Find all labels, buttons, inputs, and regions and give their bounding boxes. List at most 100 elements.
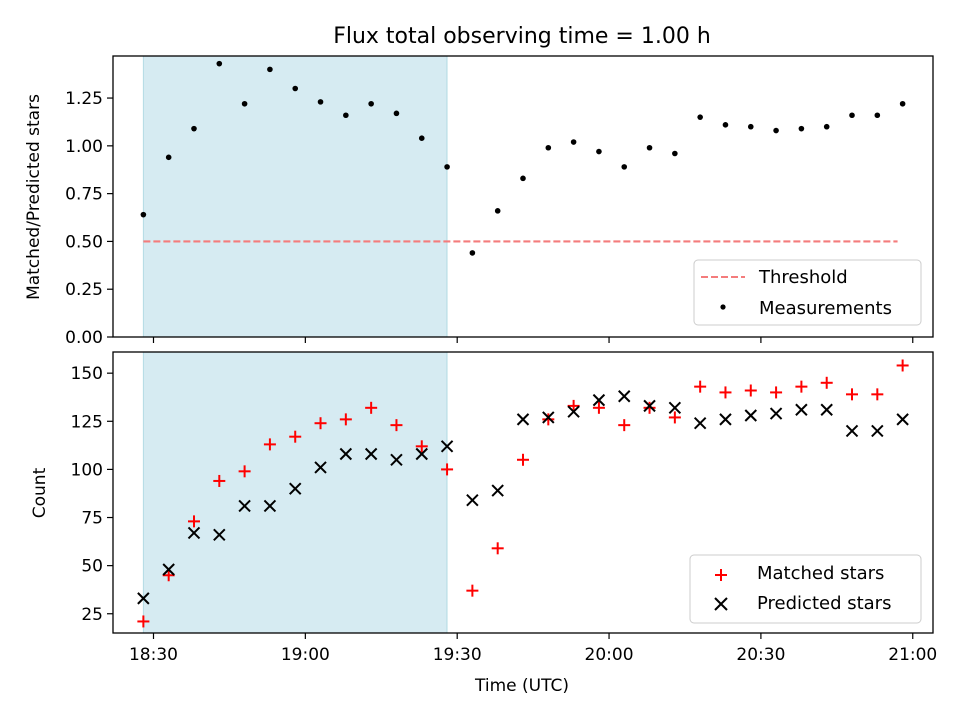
matched-star-point: [187, 515, 200, 528]
matched-star-point: [339, 413, 352, 426]
matched-star-point: [491, 542, 504, 555]
predicted-star-point: [845, 424, 859, 438]
y-tick-label: 0.50: [65, 232, 103, 252]
measurement-point: [216, 60, 223, 67]
bottom-y-axis-label: Count: [30, 467, 50, 518]
y-tick-label: 0.75: [65, 185, 103, 205]
matched-star-point: [517, 453, 529, 466]
legend-measurements-swatch: [720, 304, 726, 310]
predicted-star-point: [795, 403, 808, 416]
shaded-interval: [142, 351, 448, 634]
predicted-star-point: [491, 484, 504, 497]
predicted-star-point: [693, 417, 707, 430]
y-tick-label: 150: [71, 364, 103, 384]
x-tick-label: 20:00: [585, 645, 634, 665]
measurement-point: [317, 99, 324, 105]
matched-star-point: [365, 401, 378, 414]
legend-matched-swatch: [715, 569, 727, 581]
measurement-point: [722, 122, 729, 128]
measurement-point: [621, 164, 628, 170]
predicted-star-point: [466, 493, 479, 507]
top-panel: 0.00 0.25 0.50 0.75 1.00 1.25: [65, 55, 934, 348]
measurement-point: [849, 112, 855, 119]
predicted-star-point: [719, 413, 732, 426]
measurement-point: [444, 164, 450, 170]
predicted-star-point: [314, 461, 327, 474]
y-tick-label: 0.25: [65, 280, 103, 300]
y-tick-label: 75: [81, 509, 103, 529]
measurement-point: [545, 144, 552, 151]
measurement-point: [697, 114, 703, 120]
x-axis-label: Time (UTC): [474, 676, 569, 696]
predicted-star-point: [567, 405, 580, 418]
predicted-star-point: [339, 447, 353, 461]
measurement-point: [899, 100, 906, 107]
legend-threshold-label: Threshold: [758, 267, 848, 288]
matched-star-point: [770, 386, 783, 399]
measurement-point: [292, 85, 299, 92]
bottom-legend: Matched stars Predicted stars: [689, 554, 922, 624]
matched-star-point: [719, 386, 732, 399]
predicted-star-point: [390, 453, 403, 466]
predicted-star-point: [871, 424, 884, 438]
matched-star-point: [592, 401, 605, 414]
plot-frame: [112, 55, 934, 338]
matched-star-point: [213, 474, 226, 487]
x-tick-label: 21:00: [888, 645, 937, 665]
matched-star-point: [263, 438, 276, 451]
matched-star-point: [466, 584, 479, 597]
x-tick-label: 20:30: [736, 645, 785, 665]
measurement-point: [191, 125, 197, 132]
predicted-star-point: [162, 563, 175, 576]
predicted-star-point: [744, 409, 757, 422]
measurement-point: [241, 100, 248, 107]
measurement-point: [773, 127, 779, 134]
legend-matched-label: Matched stars: [757, 563, 884, 584]
top-y-axis-label: Matched/Predicted stars: [24, 94, 44, 300]
matched-star-point: [162, 569, 175, 582]
shaded-interval: [142, 55, 448, 338]
x-tick-label: 19:30: [433, 645, 482, 665]
predicted-star-point: [238, 499, 251, 513]
matched-star-point: [820, 376, 833, 389]
predicted-star-point: [668, 401, 682, 415]
predicted-star-point: [769, 407, 783, 420]
measurement-point: [823, 123, 830, 130]
measurement-point: [747, 123, 754, 130]
predicted-star-point: [516, 413, 530, 426]
measurement-point: [393, 110, 400, 117]
y-tick-label: 1.00: [65, 137, 103, 157]
predicted-star-point: [820, 403, 833, 416]
matched-star-point: [415, 440, 428, 453]
predicted-star-point: [542, 411, 555, 424]
predicted-star-point: [187, 526, 201, 540]
measurement-point: [418, 135, 425, 141]
measurement-point: [596, 148, 602, 155]
legend-predicted-label: Predicted stars: [757, 593, 891, 614]
plot-frame: [112, 351, 934, 634]
predicted-star-point: [592, 393, 606, 407]
predicted-star-point: [263, 499, 277, 513]
matched-star-point: [643, 401, 656, 414]
measurement-point: [140, 211, 147, 218]
predicted-star-point: [440, 440, 454, 453]
matched-star-point: [567, 399, 580, 412]
legend-measurements-label: Measurements: [759, 298, 892, 319]
matched-star-point: [238, 465, 251, 478]
matched-star-point: [871, 388, 884, 401]
measurement-point: [798, 125, 805, 132]
x-tick-label: 18:30: [129, 645, 178, 665]
matched-star-point: [441, 463, 454, 476]
matched-star-point: [668, 411, 681, 424]
top-legend: Threshold Measurements: [693, 259, 922, 326]
matched-star-point: [744, 384, 757, 397]
measurement-point: [494, 208, 501, 214]
matched-star-point: [390, 419, 403, 432]
x-tick-label: 19:00: [281, 645, 330, 665]
predicted-star-point: [137, 592, 150, 605]
y-tick-label: 25: [81, 605, 103, 625]
measurement-point: [646, 144, 653, 151]
measurement-point: [267, 66, 273, 73]
measurement-point: [874, 112, 881, 119]
